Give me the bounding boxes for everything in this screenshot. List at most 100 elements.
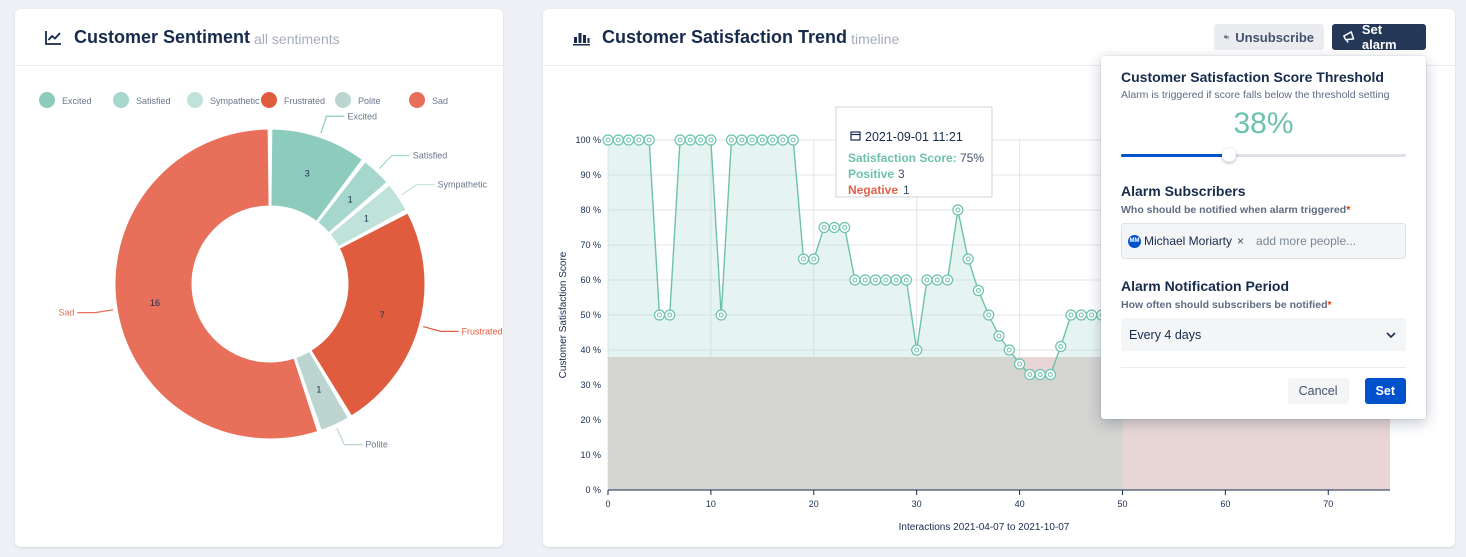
- data-point[interactable]: [684, 134, 696, 146]
- data-point[interactable]: [808, 253, 820, 265]
- data-point[interactable]: [972, 284, 985, 297]
- bar-chart-icon: [573, 29, 590, 46]
- subscribers-title: Alarm Subscribers: [1121, 183, 1246, 199]
- legend-item-satisfied[interactable]: Satisfied: [113, 92, 171, 108]
- data-point[interactable]: [1075, 309, 1087, 321]
- y-tick-label: 40 %: [580, 345, 601, 355]
- legend-swatch: [187, 92, 203, 108]
- data-point[interactable]: [921, 274, 933, 286]
- set-alarm-button[interactable]: Set alarm: [1332, 22, 1426, 52]
- data-point[interactable]: [653, 309, 666, 321]
- data-point[interactable]: [952, 204, 964, 216]
- data-point[interactable]: [900, 274, 912, 286]
- slider-track[interactable]: [1121, 154, 1406, 157]
- label-leader-sad: [77, 309, 114, 314]
- data-point[interactable]: [705, 134, 717, 146]
- slice-sympathetic[interactable]: [329, 184, 407, 248]
- data-point[interactable]: [941, 274, 954, 286]
- slice-frustrated[interactable]: [310, 212, 426, 417]
- slider-handle[interactable]: [1222, 148, 1237, 162]
- legend-label: Satisfied: [136, 96, 171, 106]
- data-point[interactable]: [1065, 309, 1077, 321]
- legend-item-sympathetic[interactable]: Sympathetic: [187, 92, 260, 108]
- y-tick-label: 100 %: [575, 135, 601, 145]
- required-mark: *: [1346, 204, 1351, 216]
- data-point[interactable]: [715, 309, 727, 321]
- data-point[interactable]: [828, 221, 840, 234]
- unsubscribe-label: Unsubscribe: [1235, 29, 1314, 45]
- slider-fill: [1121, 154, 1230, 157]
- data-point[interactable]: [962, 253, 974, 265]
- slice-value-sympathetic: 1: [364, 214, 369, 224]
- subscribers-field[interactable]: MM Michael Moriarty × add more people...: [1121, 223, 1406, 259]
- data-point[interactable]: [818, 221, 830, 234]
- data-point[interactable]: [725, 134, 738, 146]
- set-button[interactable]: Set: [1364, 378, 1406, 404]
- data-point[interactable]: [664, 309, 676, 321]
- data-point[interactable]: [746, 134, 758, 146]
- legend-item-polite[interactable]: Polite: [335, 92, 381, 108]
- data-point[interactable]: [602, 134, 614, 146]
- megaphone-icon: [1343, 31, 1355, 43]
- data-point[interactable]: [880, 274, 892, 286]
- legend-item-excited[interactable]: Excited: [39, 92, 92, 108]
- threshold-slider[interactable]: [1121, 145, 1406, 165]
- sentiment-header: Customer Sentiment all sentiments: [15, 9, 503, 66]
- data-point[interactable]: [787, 134, 799, 146]
- data-point[interactable]: [931, 274, 943, 286]
- data-point[interactable]: [1044, 368, 1057, 381]
- data-point[interactable]: [849, 274, 861, 286]
- period-select[interactable]: Every 4 days: [1121, 318, 1406, 351]
- data-point[interactable]: [1024, 368, 1036, 381]
- slice-value-sad: 16: [150, 298, 160, 308]
- label-leader-satisfied: [378, 154, 410, 169]
- slice-polite[interactable]: [295, 350, 349, 431]
- data-point[interactable]: [983, 309, 995, 321]
- data-point[interactable]: [859, 274, 871, 286]
- y-tick-label: 80 %: [580, 205, 601, 215]
- mute-icon: [1224, 34, 1230, 40]
- slice-excited[interactable]: [270, 128, 364, 223]
- slice-sad[interactable]: [114, 128, 319, 440]
- data-point[interactable]: [1013, 358, 1026, 370]
- data-point[interactable]: [674, 134, 686, 146]
- legend-item-sad[interactable]: Sad: [409, 92, 448, 108]
- data-point[interactable]: [869, 274, 882, 286]
- unsubscribe-button[interactable]: Unsubscribe: [1214, 24, 1324, 50]
- data-point[interactable]: [1034, 368, 1046, 381]
- data-point[interactable]: [633, 134, 645, 146]
- legend-item-frustrated[interactable]: Frustrated: [261, 92, 325, 108]
- x-tick-label: 60: [1220, 499, 1230, 509]
- data-point[interactable]: [839, 221, 851, 234]
- data-point[interactable]: [993, 330, 1005, 342]
- y-tick-label: 30 %: [580, 380, 601, 390]
- trend-title: Customer Satisfaction Trend: [602, 26, 848, 47]
- add-people-input[interactable]: add more people...: [1256, 234, 1357, 248]
- slice-label-excited: Excited: [348, 111, 378, 121]
- data-point[interactable]: [736, 134, 748, 146]
- chevron-down-icon: [1386, 331, 1396, 338]
- remove-subscriber-icon[interactable]: ×: [1237, 234, 1245, 248]
- tooltip-positive-label: Positive: [848, 167, 894, 181]
- data-point[interactable]: [643, 134, 655, 146]
- data-point[interactable]: [1086, 309, 1098, 321]
- legend-label: Sympathetic: [210, 96, 260, 106]
- data-point[interactable]: [890, 274, 902, 286]
- data-point[interactable]: [612, 134, 624, 146]
- slice-value-frustrated: 7: [380, 310, 385, 320]
- data-point[interactable]: [911, 344, 923, 356]
- data-point[interactable]: [695, 134, 707, 146]
- slice-satisfied[interactable]: [317, 161, 388, 234]
- data-point[interactable]: [767, 134, 779, 146]
- data-point[interactable]: [797, 253, 810, 265]
- data-point[interactable]: [622, 134, 635, 146]
- data-point[interactable]: [756, 134, 768, 146]
- cancel-button[interactable]: Cancel: [1287, 378, 1349, 404]
- tooltip-positive-value: 3: [898, 167, 905, 181]
- slice-label-sad: Sad: [58, 308, 74, 318]
- y-tick-label: 90 %: [580, 170, 601, 180]
- data-point[interactable]: [1055, 340, 1067, 353]
- avatar: MM: [1128, 234, 1141, 248]
- data-point[interactable]: [1003, 344, 1015, 356]
- data-point[interactable]: [777, 134, 789, 146]
